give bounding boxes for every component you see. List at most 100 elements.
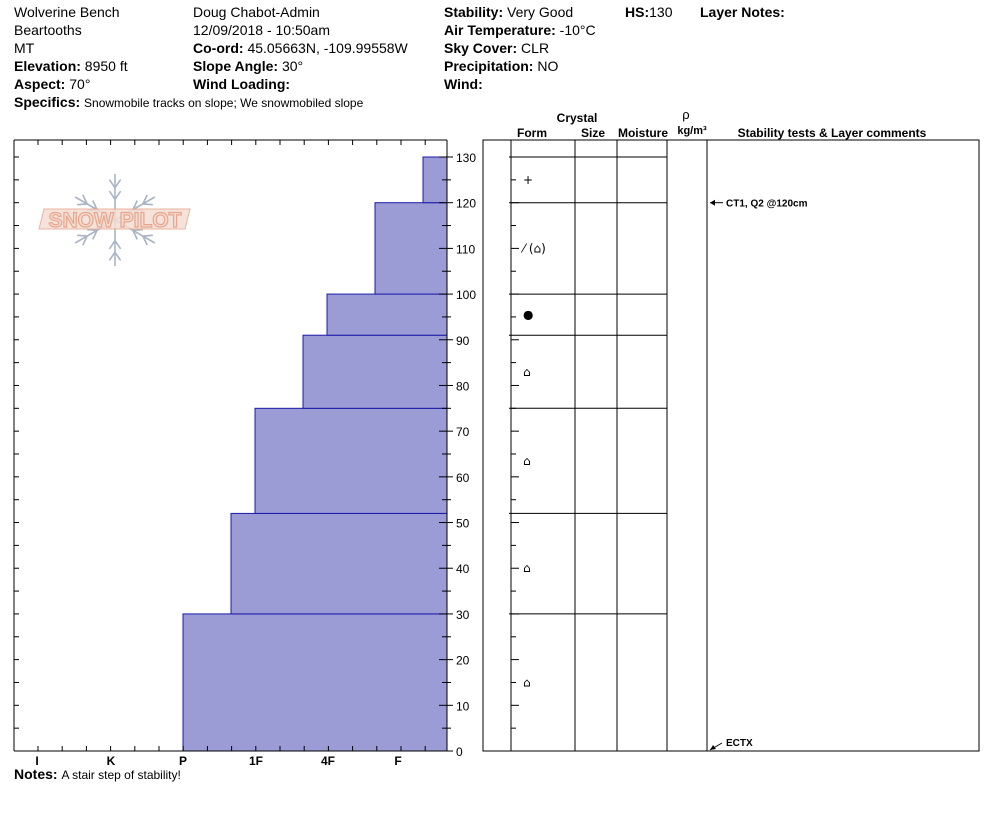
snowflake-branch <box>92 230 98 240</box>
snowflake-branch <box>108 251 116 261</box>
hardness-bar-4 <box>326 293 448 336</box>
snowpilot-logo: SNOW PILOT <box>38 174 191 266</box>
wind-loading-label: Wind Loading: <box>193 76 291 92</box>
precipitation: Precipitation: NO <box>444 57 558 75</box>
crystal-form-symbol: ⌂ <box>523 675 531 689</box>
snowflake-branch <box>82 194 88 205</box>
crystal-form-symbol: ⌂ <box>523 365 531 379</box>
air-temp-label: Air Temperature: <box>444 22 556 38</box>
density-symbol: ρ <box>682 107 689 122</box>
sky-value: CLR <box>521 40 550 56</box>
height-tick-label: 40 <box>456 562 470 576</box>
test-arrow-head <box>710 745 716 750</box>
mountain-range: Beartooths <box>14 22 82 38</box>
coord-label: Co-ord: <box>193 40 244 56</box>
height-tick-label: 110 <box>456 242 475 256</box>
height-tick-label: 10 <box>456 699 470 713</box>
height-tick-label: 120 <box>456 197 476 211</box>
precip-label: Precipitation: <box>444 58 534 74</box>
air-temp-value: -10°C <box>559 22 596 38</box>
hardness-label: I <box>35 754 38 768</box>
test-arrow-head <box>710 199 715 206</box>
hardness-label: P <box>179 754 187 768</box>
height-tick-label: 20 <box>456 654 470 668</box>
notes: Notes: A stair step of stability! <box>14 766 181 782</box>
notes-value: A stair step of stability! <box>61 768 181 782</box>
stability: Stability: Very Good <box>444 3 573 21</box>
height-tick-label: 130 <box>456 151 476 165</box>
layer-notes-label: Layer Notes: <box>700 4 785 20</box>
snowflake-branch <box>142 194 148 205</box>
specifics: Specifics: Snowmobile tracks on slope; W… <box>14 93 363 112</box>
hardness-bar-5 <box>374 202 448 295</box>
wind-loading: Wind Loading: <box>193 75 290 93</box>
height-tick-label: 30 <box>456 608 470 622</box>
snowflake-branch <box>132 230 138 240</box>
elevation-value: 8950 ft <box>84 58 128 74</box>
sky-label: Sky Cover: <box>444 40 518 56</box>
hardness-label: 4F <box>321 754 335 768</box>
hardness-label: F <box>394 754 401 768</box>
hardness-bar-3 <box>302 334 448 409</box>
snowflake-branch <box>108 190 116 200</box>
snowflake-branch <box>132 200 138 210</box>
crystal-header: Crystal <box>557 111 598 125</box>
crystal-form-symbol: ⁄ (⌂) <box>520 241 546 255</box>
snowflake-branch <box>114 251 122 261</box>
precip-value: NO <box>537 58 559 74</box>
wind: Wind: <box>444 75 483 93</box>
coordinates: Co-ord: 45.05663N, -109.99558W <box>193 39 408 57</box>
slope-angle: Slope Angle: 30° <box>193 57 303 75</box>
snowflake-branch <box>87 228 98 232</box>
snowflake-branch <box>142 234 153 237</box>
snowflake-branch <box>114 179 122 189</box>
stability-label: Stability: <box>444 4 504 20</box>
height-tick-label: 90 <box>456 334 470 348</box>
elevation-label: Elevation: <box>14 58 81 74</box>
form-header: Form <box>517 126 547 140</box>
stability-test-label: ECTX <box>726 738 753 749</box>
size-header: Size <box>581 126 605 140</box>
snowflake-branch <box>92 200 98 210</box>
snowflake-branch <box>114 190 122 200</box>
aspect-value: 70° <box>69 76 91 92</box>
observer-name: Doug Chabot-Admin <box>193 4 320 20</box>
height-tick-label: 70 <box>456 425 470 439</box>
stability-header: Stability tests & Layer comments <box>738 126 927 140</box>
moisture-header: Moisture <box>618 126 668 140</box>
state: MT <box>14 40 35 56</box>
snowflake-branch <box>77 203 88 206</box>
elevation: Elevation: 8950 ft <box>14 57 128 75</box>
specifics-value: Snowmobile tracks on slope; We snowmobil… <box>84 96 364 110</box>
crystal-form-symbol: ● <box>523 308 533 322</box>
crystal-form-symbol: ⌂ <box>523 454 531 468</box>
notes-label: Notes: <box>14 766 58 782</box>
snowflake-branch <box>77 234 88 237</box>
height-tick-label: 100 <box>456 288 476 302</box>
sky-cover: Sky Cover: CLR <box>444 39 549 57</box>
observation-datetime: 12/09/2018 - 10:50am <box>193 22 330 38</box>
specifics-label: Specifics: <box>14 94 81 110</box>
aspect: Aspect: 70° <box>14 75 90 93</box>
location-name: Wolverine Bench <box>14 4 120 20</box>
hardness-label: 1F <box>249 754 263 768</box>
logo-banner <box>38 208 191 230</box>
slope-label: Slope Angle: <box>193 58 279 74</box>
crystal-form-symbol: + <box>523 173 533 187</box>
aspect-label: Aspect: <box>14 76 66 92</box>
snowflake-branch <box>108 179 116 189</box>
height-tick-label: 0 <box>456 745 463 759</box>
air-temperature: Air Temperature: -10°C <box>444 21 596 39</box>
snowflake-branch <box>82 235 88 246</box>
hardness-label: K <box>107 754 116 768</box>
snowflake-branch <box>142 235 148 246</box>
layer-notes: Layer Notes: <box>700 3 785 21</box>
snowflake-branch <box>114 240 122 250</box>
coord-value: 45.05663N, -109.99558W <box>247 40 408 56</box>
snow-height: HS:130 <box>625 3 672 21</box>
hardness-bar-2 <box>254 407 448 514</box>
height-tick-label: 60 <box>456 471 470 485</box>
hardness-bar-1 <box>230 512 448 615</box>
hardness-bar-0 <box>182 613 448 752</box>
